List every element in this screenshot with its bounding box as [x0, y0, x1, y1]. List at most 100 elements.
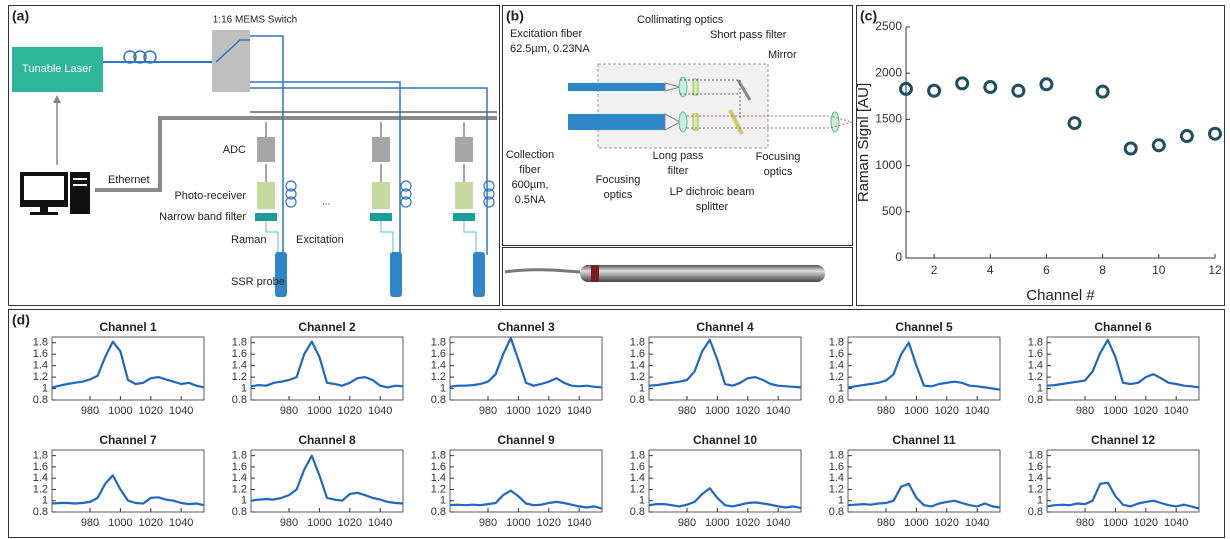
y-tick-label: 1.2: [630, 371, 645, 383]
y-tick-label: 1.4: [431, 472, 446, 484]
switch-label: 1:16 MEMS Switch: [213, 15, 297, 26]
y-tick-label: 0.8: [33, 506, 48, 518]
plot-area: [449, 336, 603, 401]
y-tick-label: 1.2: [232, 371, 247, 383]
y-tick-label: 1.6: [829, 461, 844, 473]
y-tick-label: 1.4: [33, 360, 48, 372]
x-tick-label: 1040: [567, 405, 591, 417]
y-tick-label: 1.2: [1028, 371, 1043, 383]
x-tick-label: 980: [280, 517, 298, 529]
probe-diagram: Excitation fiber 62.5µm, 0.23NA Collimat…: [504, 14, 854, 282]
y-tick-label: 1.6: [33, 461, 48, 473]
y-tick-label: 0.8: [33, 394, 48, 406]
line: [250, 340, 404, 389]
y-tick-label: 1: [639, 382, 645, 394]
x-tick-label: 12: [1208, 263, 1222, 277]
optics-label: Short pass filter: [710, 29, 787, 41]
line: [648, 338, 802, 389]
fiber: [463, 221, 477, 255]
optics-label: filter: [668, 165, 689, 177]
coil: [285, 196, 297, 208]
optics-label: Long pass: [653, 150, 704, 162]
y-tick-label: 1.4: [431, 360, 446, 372]
fiber: [265, 221, 279, 255]
fiber-label: Excitation fiber: [510, 28, 582, 40]
line: [449, 489, 603, 510]
plot-area: [906, 27, 1215, 258]
y-tick-label: 1500: [875, 112, 902, 126]
x-tick-label: 1000: [1103, 405, 1127, 417]
chart-title: Channel 3: [497, 320, 555, 334]
chart-title: Channel 11: [892, 433, 956, 447]
y-tick-label: 1.8: [431, 337, 446, 349]
optics-label: Collimating optics: [637, 14, 724, 26]
y-tick-label: 0.8: [829, 506, 844, 518]
scatter-point: [1067, 116, 1082, 131]
y-tick-label: 1.2: [630, 483, 645, 495]
y-tick-label: 0.8: [630, 506, 645, 518]
y-tick-label: 0.8: [829, 394, 844, 406]
optics-label: optics: [604, 189, 633, 201]
y-tick-label: 1.6: [1028, 348, 1043, 360]
x-tick-label: 1040: [169, 405, 193, 417]
x-tick-label: 980: [1076, 517, 1094, 529]
x-tick-label: 1040: [368, 517, 392, 529]
optics-label: splitter: [696, 201, 729, 213]
x-tick-label: 1040: [965, 405, 989, 417]
y-tick-label: 1: [1037, 495, 1043, 507]
probe: [473, 252, 485, 297]
optics-label: LP dichroic beam: [670, 186, 755, 198]
optics-label: Mirror: [768, 49, 797, 61]
y-tick-label: 1.6: [431, 348, 446, 360]
plot-area: [1046, 336, 1200, 401]
y-tick-label: 1.4: [232, 472, 247, 484]
y-tick-label: 1.8: [431, 450, 446, 462]
x-tick-label: 10: [1152, 263, 1166, 277]
x-tick-label: 1040: [965, 517, 989, 529]
fiber-label: fiber: [519, 164, 541, 176]
y-tick-label: 1.6: [232, 348, 247, 360]
filter-box: [453, 213, 475, 221]
receiver-box: [257, 182, 275, 209]
y-tick-label: 1.2: [829, 483, 844, 495]
laser-label: Tunable Laser: [22, 63, 92, 75]
x-tick-label: 1000: [506, 517, 530, 529]
scatter-point: [1011, 83, 1026, 98]
x-tick-label: 1020: [139, 405, 163, 417]
coil: [285, 188, 297, 200]
fiber-label: 0.5NA: [515, 194, 546, 206]
line: [449, 337, 603, 389]
line: [51, 474, 205, 507]
plot-area: [847, 336, 1001, 401]
y-tick-label: 1.8: [33, 450, 48, 462]
coil: [483, 188, 495, 200]
x-tick-label: 1020: [537, 405, 561, 417]
fiber-label: 62.5µm, 0.23NA: [510, 43, 590, 55]
y-tick-label: 1.6: [232, 461, 247, 473]
y-tick-label: 1.2: [431, 483, 446, 495]
y-tick-label: 1.4: [630, 472, 645, 484]
scatter-point: [1208, 126, 1222, 141]
panel-label: (a): [12, 8, 29, 24]
y-tick-label: 1.6: [829, 348, 844, 360]
x-tick-label: 1040: [1164, 517, 1188, 529]
scatter-point: [955, 76, 970, 91]
receiver-box: [372, 182, 390, 209]
x-tick-label: 8: [1099, 263, 1106, 277]
x-tick-label: 1000: [1103, 517, 1127, 529]
chart-title: Channel 8: [298, 433, 356, 447]
line: [847, 482, 1001, 509]
line: [250, 454, 404, 505]
y-tick-label: 1.8: [1028, 337, 1043, 349]
x-tick-label: 1020: [736, 517, 760, 529]
x-tick-label: 980: [81, 405, 99, 417]
x-tick-label: 1040: [1164, 405, 1188, 417]
x-tick-label: 1000: [307, 405, 331, 417]
x-tick-label: 1020: [935, 517, 959, 529]
receiver-label: Photo-receiver: [174, 190, 246, 202]
filter-label: Narrow band filter: [159, 211, 246, 223]
plot-area: [250, 449, 404, 513]
x-tick-label: 980: [479, 405, 497, 417]
y-tick-label: 1.6: [630, 461, 645, 473]
probe: [275, 252, 287, 297]
